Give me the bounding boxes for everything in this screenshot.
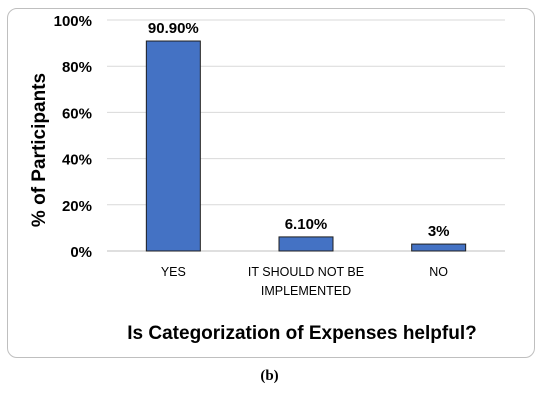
data-label: 90.90% xyxy=(148,20,199,37)
y-tick-label: 100% xyxy=(54,13,92,30)
y-tick-label: 60% xyxy=(62,105,92,122)
bars xyxy=(145,40,467,252)
x-tick-label: YES xyxy=(161,265,186,279)
y-tick-label: 0% xyxy=(70,244,92,261)
y-tick-label: 20% xyxy=(62,198,92,215)
x-tick-label: IMPLEMENTED xyxy=(261,284,351,298)
data-labels: 90.90% 6.10% 3% xyxy=(148,20,450,240)
y-tick-label: 40% xyxy=(62,152,92,169)
x-tick-labels: YES IT SHOULD NOT BE IMPLEMENTED NO xyxy=(161,265,448,298)
x-axis-label: Is Categorization of Expenses helpful? xyxy=(127,323,476,344)
x-tick-label: NO xyxy=(429,265,448,279)
x-tick-label: IT SHOULD NOT BE xyxy=(248,265,364,279)
bar xyxy=(278,236,334,252)
data-label: 3% xyxy=(428,223,450,240)
figure-caption: (b) xyxy=(260,368,279,384)
bar xyxy=(145,40,201,252)
bar xyxy=(411,243,467,252)
data-label: 6.10% xyxy=(285,216,328,233)
y-axis-label: % of Participants xyxy=(29,73,50,227)
y-tick-label: 80% xyxy=(62,59,92,76)
y-tick-labels: 0% 20% 40% 60% 80% 100% xyxy=(54,13,92,261)
